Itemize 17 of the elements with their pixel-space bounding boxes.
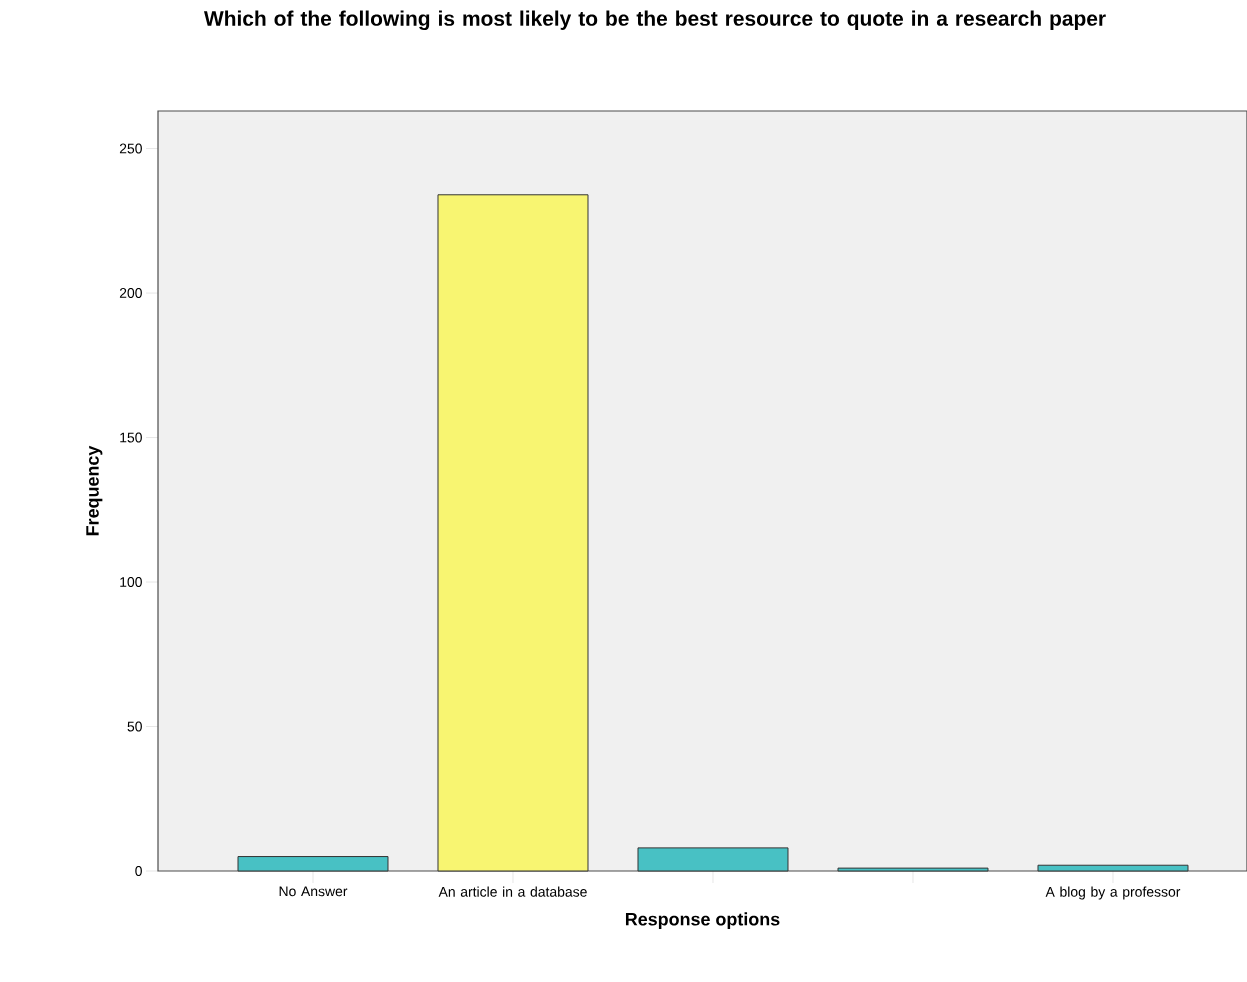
y-tick-label: 200 [119,288,142,298]
y-tick-label: 150 [120,432,142,443]
x-tick-label: An article in a database [438,886,587,897]
bar [837,867,989,872]
y-tick-label: 0 [135,866,142,876]
x-tick-label: A blog by a professor [1045,886,1181,900]
bar [637,847,789,872]
y-tick-label: 50 [127,721,142,732]
bar [1037,864,1189,872]
bar [437,194,589,872]
y-axis-title: Frequency [86,445,103,536]
chart-title: Which of the following is most likely to be the best resource to quote in a research paper [203,10,1106,31]
x-axis-title: Response options [625,912,780,930]
bar [237,856,389,872]
x-tick-label: No Answer [279,886,348,897]
y-tick-label: 100 [120,577,142,587]
y-tick-label: 250 [119,143,142,154]
